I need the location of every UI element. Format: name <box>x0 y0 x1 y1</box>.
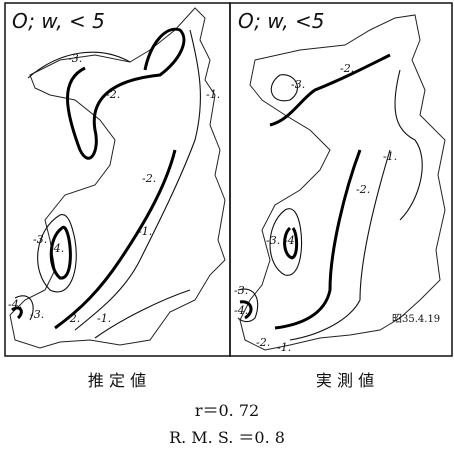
right-panel-frame <box>230 3 452 356</box>
contour-label: -1. <box>206 88 220 101</box>
contour-label: -4. <box>234 304 248 317</box>
contour-label: -2. <box>142 172 156 185</box>
contour-label: -3. <box>234 284 248 297</box>
stat: r＝0. 72 <box>195 401 259 420</box>
contour-label: -2. <box>106 88 120 101</box>
contour-label: -1. <box>383 150 397 163</box>
caption: 実 測 値 <box>316 371 374 390</box>
figure: O; w, < 5 O; w, <5 -3. -2. -1. -2. -1. -… <box>0 0 454 455</box>
contour-label: -1. <box>277 341 291 354</box>
contour <box>68 29 184 158</box>
contour-label: -3. <box>68 52 82 65</box>
contour-label: -3. <box>33 233 47 246</box>
contour-label: -3. <box>30 308 44 321</box>
contour-label: -4. <box>50 242 64 255</box>
contour-label: -4. <box>284 234 298 247</box>
panel-title: O; w, <5 <box>238 9 324 33</box>
contour <box>395 70 422 220</box>
contour-label: -3. <box>266 234 280 247</box>
contour <box>75 30 200 330</box>
contour-label: -2. <box>356 183 370 196</box>
contour <box>290 150 390 340</box>
caption: 推 定 値 <box>88 371 146 390</box>
contour-label: -2. <box>340 62 354 75</box>
stat: R. M. S. ＝0. 8 <box>169 428 285 447</box>
contour <box>55 150 175 328</box>
coastline <box>10 8 225 348</box>
contour-label: -3. <box>291 78 305 91</box>
contour-label: -4. <box>8 298 22 311</box>
contour-label: -2. <box>66 312 80 325</box>
contour-label: -1. <box>97 312 111 325</box>
contour-label: -1. <box>138 225 152 238</box>
panel-title: O; w, < 5 <box>12 9 105 33</box>
date-label: 昭35.4.19 <box>392 313 440 325</box>
contour-label: -2. <box>256 336 270 349</box>
contour <box>270 55 390 125</box>
